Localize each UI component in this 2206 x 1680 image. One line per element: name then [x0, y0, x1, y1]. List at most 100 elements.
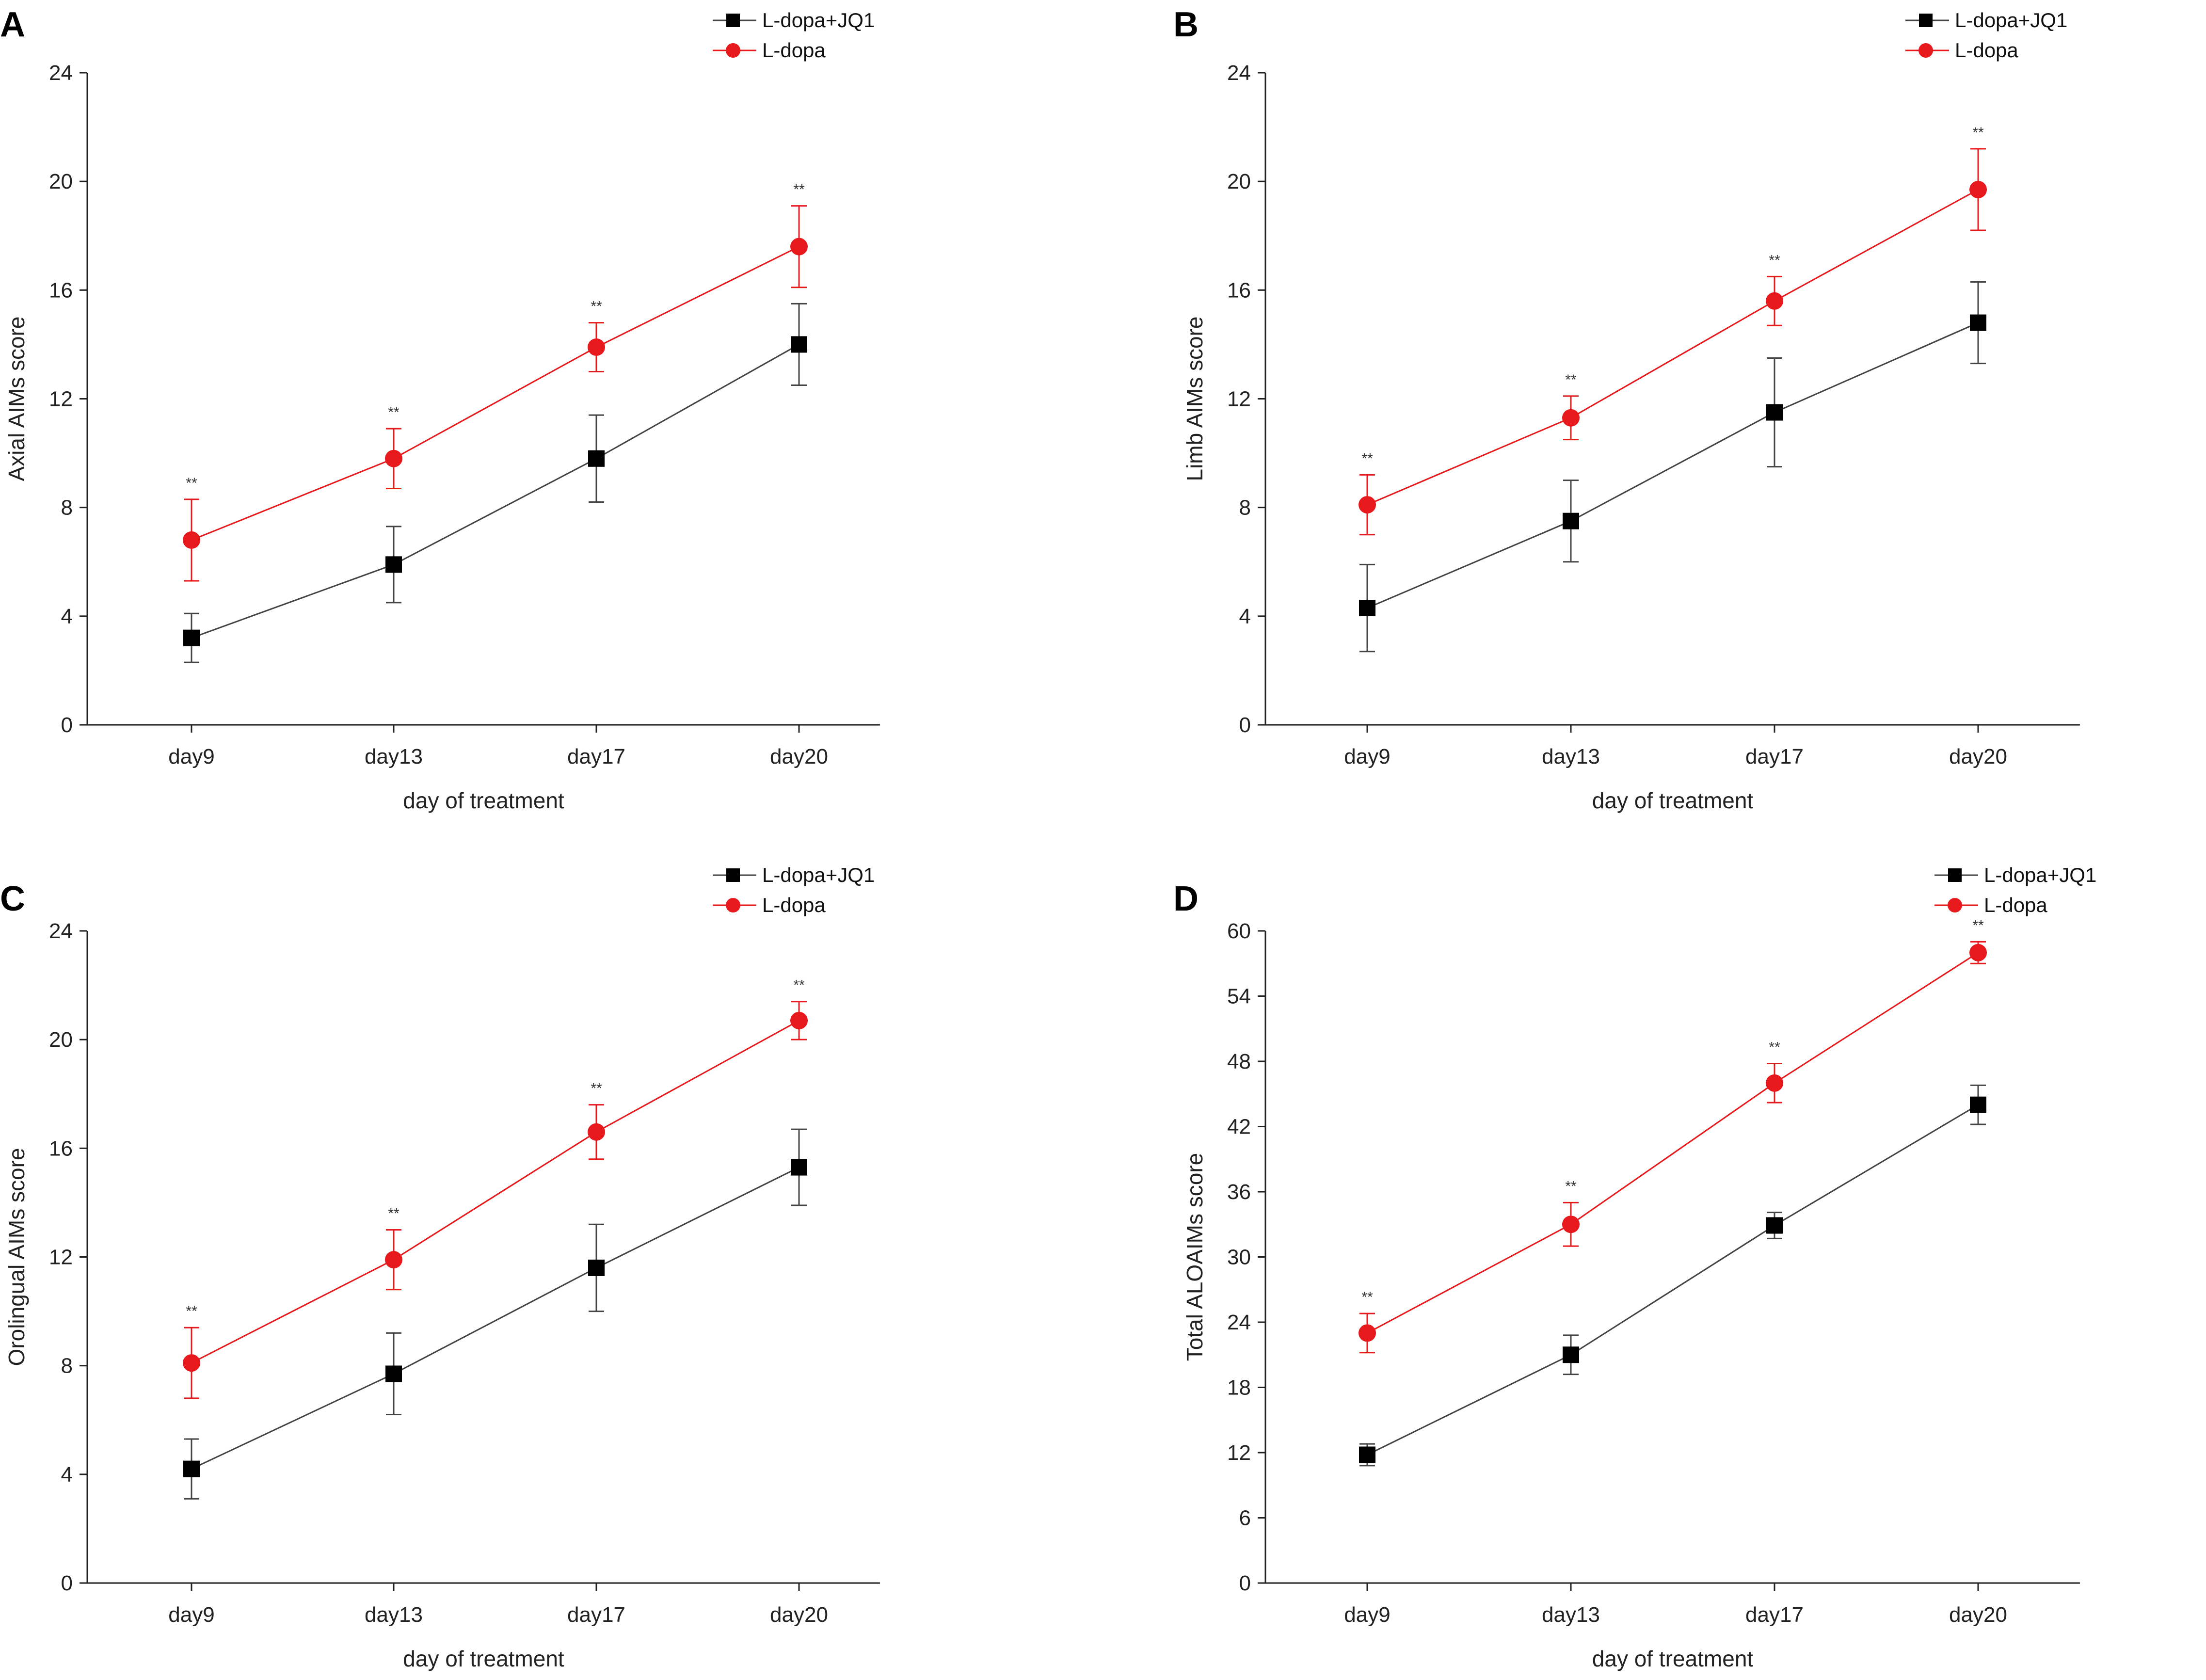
data-point — [1359, 496, 1376, 514]
series-l-dopa — [183, 1001, 808, 1399]
x-tick-label: day13 — [1542, 1603, 1600, 1627]
data-point — [1359, 600, 1375, 617]
significance-marker: ** — [591, 1081, 602, 1097]
data-point — [183, 1354, 200, 1372]
data-point — [1563, 1346, 1579, 1363]
data-point — [1359, 1324, 1376, 1342]
series-l-dopa — [1359, 941, 1987, 1354]
legend-marker — [1948, 898, 1962, 912]
panel-letter: C — [0, 880, 25, 918]
data-point — [1970, 1096, 1986, 1113]
legend-marker — [1919, 14, 1933, 27]
data-point — [588, 1123, 605, 1141]
y-tick-label: 18 — [1227, 1376, 1251, 1400]
x-tick-label: day17 — [1745, 1603, 1804, 1627]
legend-marker — [726, 868, 740, 882]
y-tick-label: 6 — [1239, 1506, 1251, 1530]
y-tick-label: 16 — [1227, 278, 1251, 302]
legend-marker — [726, 43, 740, 58]
chart-panel-a: A 0 4 8 12 16 20 24 day9 day13 day17 day20 day of tr… — [0, 5, 880, 813]
y-tick-label: 4 — [61, 605, 73, 628]
data-point — [588, 1259, 605, 1276]
legend-marker — [1948, 868, 1962, 882]
legend: L-dopa+JQ1 L-dopa — [1905, 9, 2067, 62]
legend-label: L-dopa — [1955, 39, 2018, 62]
significance-marker: ** — [186, 1303, 197, 1319]
legend-label: L-dopa+JQ1 — [762, 9, 875, 32]
y-tick-label: 12 — [49, 387, 73, 411]
panel-letter: B — [1173, 5, 1199, 44]
y-axis-title: Limb AIMs score — [1182, 317, 1207, 481]
data-point — [385, 1251, 402, 1269]
y-tick-label: 16 — [49, 278, 73, 302]
x-tick-label: day20 — [770, 745, 828, 768]
significance-marker: ** — [793, 977, 805, 993]
significance-marker: ** — [186, 475, 197, 491]
x-axis-title: day of treatment — [1592, 788, 1754, 813]
data-point — [1562, 409, 1580, 427]
data-point — [791, 1159, 807, 1176]
panel-letter: D — [1173, 880, 1199, 918]
x-tick-label: day9 — [1344, 1603, 1390, 1627]
y-tick-label: 0 — [61, 1571, 73, 1595]
data-point — [1970, 314, 1986, 331]
y-tick-label: 20 — [1227, 170, 1251, 193]
data-point — [1766, 404, 1783, 421]
x-tick-label: day13 — [365, 745, 423, 768]
data-point — [588, 450, 605, 467]
data-point — [1969, 180, 1987, 198]
y-tick-label: 0 — [61, 713, 73, 737]
legend-marker — [726, 898, 740, 912]
series-line — [1367, 189, 1979, 506]
y-tick-label: 24 — [1227, 61, 1251, 85]
y-tick-label: 0 — [1239, 1571, 1251, 1595]
legend-label: L-dopa — [762, 39, 826, 62]
series-l-dopa — [1359, 148, 1987, 536]
data-point — [183, 1460, 200, 1477]
chart-panel-d: D 0 6 12 18 24 30 36 42 48 54 60 day9 day13 day17 day20… — [1173, 864, 2096, 1671]
series-line — [1367, 322, 1979, 609]
y-tick-label: 8 — [1239, 496, 1251, 520]
series-l-dopa-jq1 — [1359, 1084, 1986, 1467]
legend-label: L-dopa — [1984, 894, 2047, 916]
panel-letter: A — [0, 5, 25, 44]
series-l-dopa-jq1 — [183, 1128, 807, 1500]
y-tick-label: 24 — [1227, 1311, 1251, 1334]
significance-marker: ** — [591, 299, 602, 315]
data-point — [1766, 1074, 1783, 1092]
y-tick-label: 20 — [49, 1028, 73, 1052]
significance-marker: ** — [1565, 372, 1577, 388]
legend-label: L-dopa+JQ1 — [1955, 9, 2067, 32]
y-tick-label: 36 — [1227, 1180, 1251, 1204]
y-tick-label: 4 — [61, 1463, 73, 1487]
data-point — [183, 531, 200, 549]
x-axis-title: day of treatment — [1592, 1646, 1754, 1671]
chart-panel-c: C 0 4 8 12 16 20 24 day9 day13 day17 day20 day of tr… — [0, 864, 880, 1671]
significance-marker: ** — [1361, 450, 1373, 466]
data-point — [1562, 1216, 1580, 1233]
x-tick-label: day20 — [770, 1603, 828, 1627]
legend: L-dopa+JQ1 L-dopa — [713, 9, 875, 62]
x-tick-label: day13 — [1542, 745, 1600, 768]
series-line — [191, 344, 799, 639]
significance-marker: ** — [1361, 1289, 1373, 1305]
significance-marker: ** — [1769, 1039, 1780, 1055]
x-tick-label: day20 — [1949, 1603, 2007, 1627]
significance-marker: ** — [1769, 252, 1780, 268]
data-point — [1563, 512, 1579, 529]
series-l-dopa-jq1 — [183, 303, 807, 663]
x-tick-label: day17 — [567, 745, 625, 768]
series-line — [191, 1020, 799, 1364]
legend-label: L-dopa+JQ1 — [1984, 864, 2096, 886]
x-tick-label: day20 — [1949, 745, 2007, 768]
y-tick-label: 0 — [1239, 713, 1251, 737]
chart-panel-b: B 0 4 8 12 16 20 24 day9 day13 day17 day20 day of tr… — [1173, 5, 2080, 813]
data-point — [588, 338, 605, 356]
legend: L-dopa+JQ1 L-dopa — [1934, 864, 2096, 916]
y-tick-label: 16 — [49, 1136, 73, 1160]
y-tick-label: 54 — [1227, 985, 1251, 1008]
x-tick-label: day9 — [168, 1603, 214, 1627]
x-tick-label: day17 — [567, 1603, 625, 1627]
legend-marker — [1918, 43, 1933, 58]
